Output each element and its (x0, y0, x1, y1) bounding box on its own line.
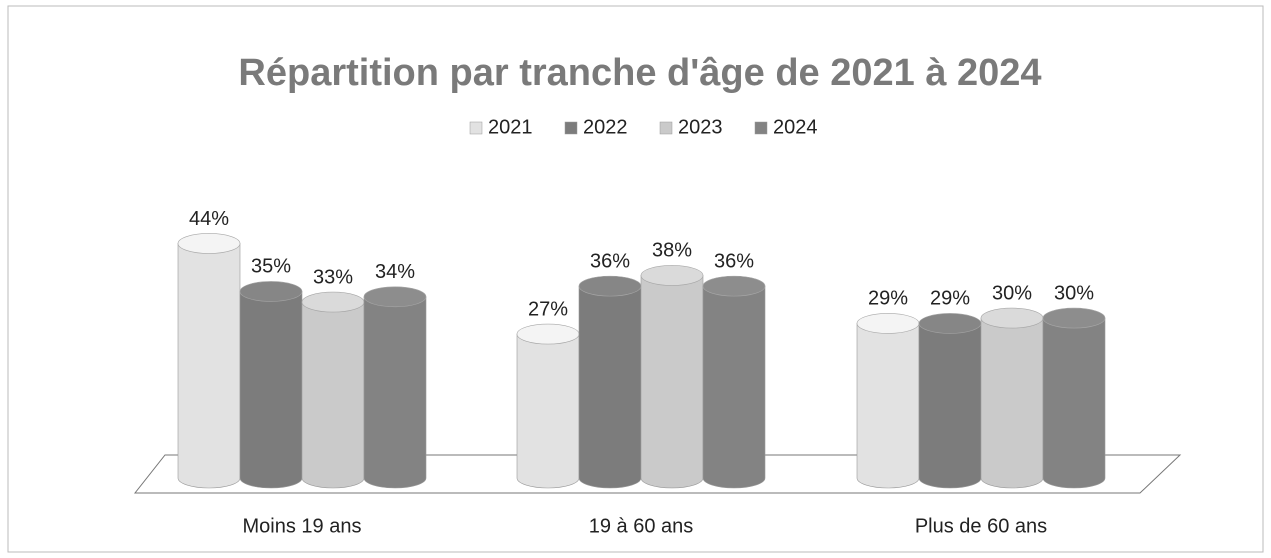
value-label: 27% (528, 298, 568, 320)
value-label: 33% (313, 266, 353, 288)
value-label: 36% (590, 250, 630, 272)
value-label: 35% (251, 256, 291, 278)
bar-cap (177, 233, 241, 254)
value-label: 44% (189, 208, 229, 230)
x-tick-label: 19 à 60 ans (589, 515, 694, 537)
bar (918, 323, 982, 489)
legend-label: 2023 (678, 116, 723, 138)
value-label: 34% (375, 261, 415, 283)
value-label: 29% (930, 288, 970, 310)
bar (239, 291, 303, 489)
bar (1042, 317, 1106, 489)
bar-cap (702, 275, 766, 297)
bar-cap (640, 265, 704, 286)
bar-cap (980, 307, 1044, 329)
bar-cap (1042, 307, 1106, 329)
bar-cap (516, 323, 580, 345)
bar-cap (856, 313, 920, 334)
value-label: 38% (652, 240, 692, 262)
x-tick-label: Plus de 60 ans (915, 515, 1047, 537)
legend-swatch (469, 121, 483, 135)
value-label: 30% (1054, 282, 1094, 304)
bar (856, 323, 920, 489)
bar (363, 296, 427, 489)
chart-title: Répartition par tranche d'âge de 2021 à … (238, 52, 1041, 94)
legend-label: 2021 (488, 116, 533, 138)
bar-cap (363, 286, 427, 308)
legend-swatch (564, 121, 578, 135)
bar (640, 275, 704, 489)
value-label: 30% (992, 282, 1032, 304)
value-label: 36% (714, 250, 754, 272)
bar (702, 285, 766, 489)
bar-cap (239, 281, 303, 302)
bar-cap (578, 275, 642, 297)
bar-cap (918, 313, 982, 334)
x-tick-label: Moins 19 ans (243, 515, 362, 537)
bar (578, 285, 642, 489)
bar (516, 333, 580, 489)
legend-swatch (754, 121, 768, 135)
legend-label: 2022 (583, 116, 628, 138)
bar (980, 317, 1044, 489)
legend-label: 2024 (773, 116, 818, 138)
bar (301, 301, 365, 489)
legend-swatch (659, 121, 673, 135)
bar-cap (301, 291, 365, 313)
bar (177, 243, 241, 489)
value-label: 29% (868, 288, 908, 310)
